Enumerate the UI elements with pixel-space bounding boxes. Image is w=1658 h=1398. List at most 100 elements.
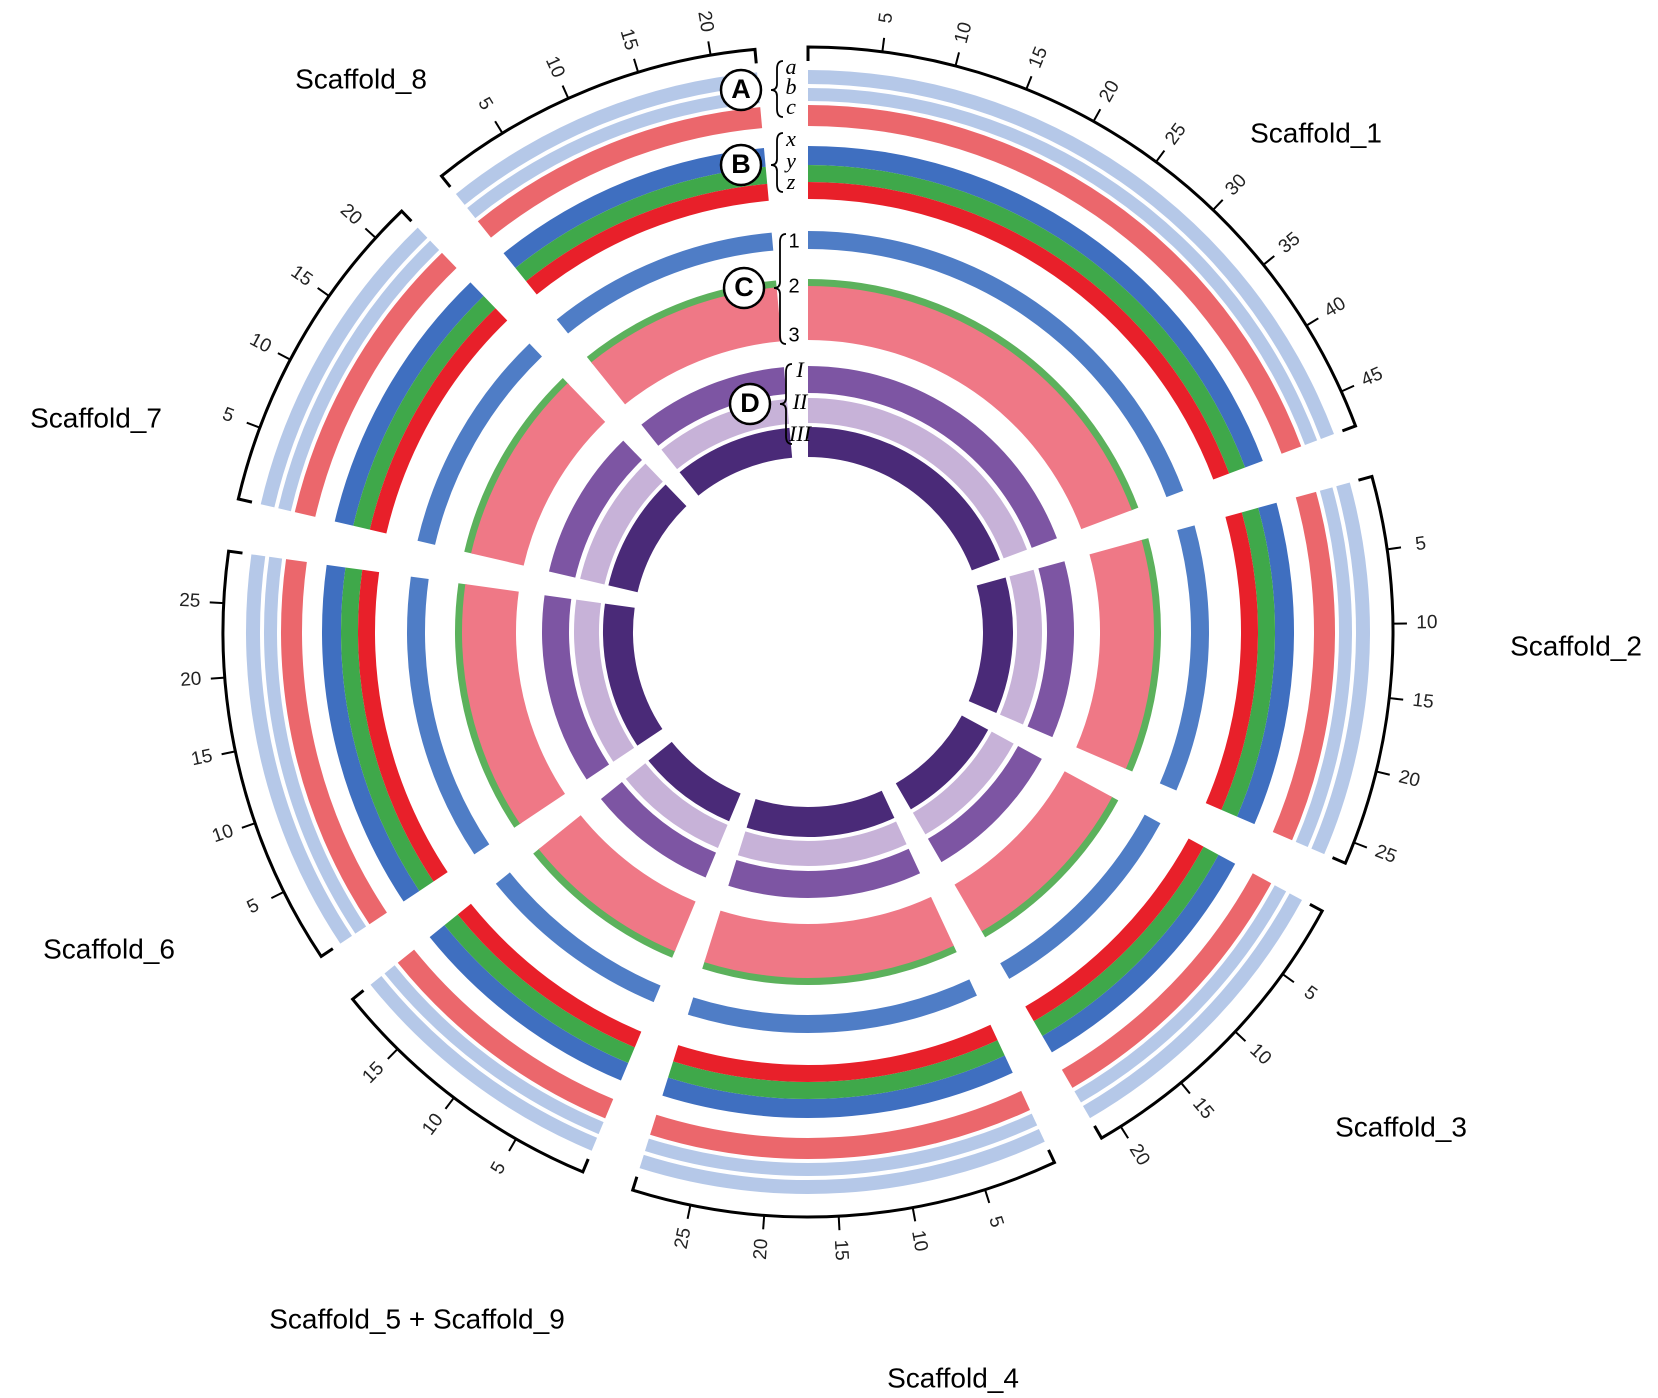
track-band [464, 378, 570, 554]
track-band [591, 287, 782, 405]
track-band [384, 965, 604, 1135]
scaffold-axis [1093, 902, 1325, 1141]
legend-circle [719, 68, 763, 112]
tick-mark [1234, 1030, 1247, 1042]
tick-mark [241, 822, 256, 829]
track-band [1236, 502, 1294, 825]
track-band [600, 782, 717, 878]
tick-label: 5 [1414, 533, 1427, 555]
scaffold-label: Scaffold_2 [1510, 630, 1642, 661]
legend-track-label: III [788, 421, 813, 446]
scaffold-axis [350, 989, 590, 1174]
track-band [954, 771, 1113, 932]
tick-label: 15 [830, 1239, 852, 1261]
track-band [912, 731, 1014, 835]
tick-mark [209, 601, 224, 605]
legend-track-label: 2 [788, 275, 799, 297]
tick-mark [1155, 149, 1166, 163]
scaffold-label: Scaffold_8 [295, 63, 427, 94]
track-band [357, 569, 448, 882]
track-band [687, 979, 977, 1033]
track-band [1311, 482, 1370, 855]
track-band [808, 70, 1334, 439]
tick-label: 25 [179, 590, 201, 612]
track-band [429, 925, 629, 1081]
tick-mark [1025, 75, 1033, 90]
axes: 51015202530354045Scaffold_1510152025Scaf… [30, 9, 1642, 1393]
track-band [1295, 487, 1352, 848]
tick-label: 20 [1397, 766, 1423, 791]
track-band [353, 296, 496, 530]
tick-mark [364, 227, 377, 239]
track-band [679, 427, 793, 496]
tick-label: 25 [671, 1226, 696, 1251]
tick-mark [954, 52, 961, 67]
track-band [728, 848, 921, 898]
track-band [1061, 873, 1272, 1088]
legend-group-label: C [734, 272, 754, 302]
scaffold-label: Scaffold_5 + Scaffold_9 [269, 1303, 565, 1334]
track-band [808, 427, 1000, 571]
scaffold-axis [236, 209, 413, 504]
legend-track-label: c [786, 94, 796, 119]
tick-mark [210, 676, 225, 680]
track-band [457, 903, 642, 1048]
track-band [1272, 491, 1335, 841]
tick-mark [911, 1207, 917, 1222]
track-band [808, 88, 1318, 445]
tick-label: 10 [1416, 612, 1437, 633]
legend-brace [779, 363, 793, 445]
track-band [370, 975, 598, 1151]
track-band [737, 821, 907, 867]
tick-mark [1353, 841, 1368, 849]
scaffold-axis [221, 549, 334, 959]
tick-mark [277, 352, 291, 361]
legend-track-label: z [786, 169, 796, 194]
tick-mark [707, 41, 712, 56]
scaffold-axis [630, 1149, 1057, 1219]
track-band [808, 286, 1132, 530]
tick-label: 15 [189, 745, 214, 770]
track-band [895, 715, 989, 810]
tick-label: 20 [750, 1238, 773, 1261]
legend-track-label: y [784, 148, 796, 173]
track-band [538, 815, 696, 952]
tick-label: 5 [875, 11, 897, 24]
tick-mark [633, 58, 640, 73]
track-band [444, 914, 635, 1064]
track-band [1025, 838, 1204, 1022]
track-band [477, 107, 763, 238]
legend-brace [773, 233, 787, 345]
tick-mark [1212, 199, 1224, 211]
legend-track-label: 1 [788, 230, 799, 252]
track-band [602, 603, 663, 746]
track-band [704, 896, 954, 978]
track-band [260, 227, 428, 508]
tick-mark [837, 1216, 841, 1231]
legend-brace [770, 132, 784, 193]
tick-mark [246, 421, 261, 429]
tick-mark [1119, 1125, 1129, 1139]
track-band [245, 554, 352, 944]
track-band [648, 741, 741, 822]
track-band [608, 484, 687, 593]
legend-brace [770, 60, 784, 118]
scaffold-label: Scaffold_3 [1335, 1111, 1467, 1142]
legend-track-label: I [795, 357, 805, 382]
track-band [461, 584, 566, 824]
track-band [397, 949, 614, 1119]
track-band [662, 1055, 1013, 1118]
track-band [927, 745, 1042, 863]
track-band [417, 343, 542, 545]
tick-mark [1092, 108, 1102, 122]
tick-mark [686, 1204, 692, 1219]
track-band [574, 599, 635, 762]
scaffold-label: Scaffold_1 [1250, 117, 1382, 148]
track-band [263, 556, 367, 934]
tick-mark [221, 750, 236, 756]
track-band [1074, 885, 1287, 1103]
scaffold-axis [806, 45, 1358, 433]
tick-mark [881, 37, 886, 52]
track-band [808, 279, 1139, 511]
tick-mark [1305, 317, 1319, 327]
